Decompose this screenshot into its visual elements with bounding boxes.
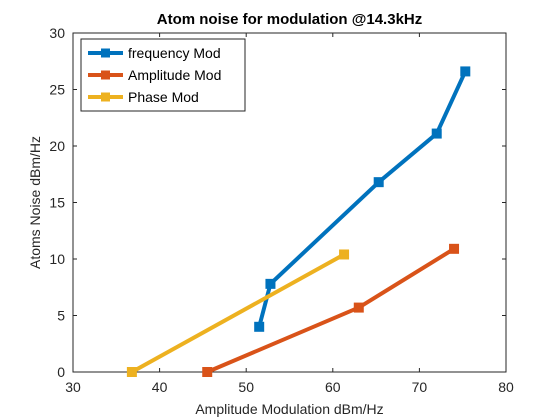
data-point bbox=[202, 367, 213, 377]
y-tick-label: 25 bbox=[49, 82, 65, 98]
x-axis-label: Amplitude Modulation dBm/Hz bbox=[195, 401, 383, 417]
data-point bbox=[460, 66, 471, 77]
data-point bbox=[126, 367, 137, 377]
y-axis-label: Atoms Noise dBm/Hz bbox=[27, 136, 43, 269]
y-tick-label: 15 bbox=[49, 195, 65, 211]
plot-area: 30 40 50 60 70 80 0 5 10 15 20 25 30 bbox=[49, 25, 514, 395]
data-point bbox=[254, 321, 265, 332]
y-tick-label: 20 bbox=[49, 138, 65, 154]
x-tick-label: 70 bbox=[412, 379, 428, 395]
chart-title: Atom noise for modulation @14.3kHz bbox=[157, 11, 423, 28]
x-tick-label: 40 bbox=[152, 379, 168, 395]
data-point bbox=[265, 278, 276, 289]
legend-entry: frequency Mod bbox=[128, 45, 221, 61]
y-tick-label: 0 bbox=[57, 364, 65, 380]
legend-swatch-marker bbox=[101, 92, 110, 102]
data-point bbox=[339, 249, 350, 260]
x-tick-label: 50 bbox=[238, 379, 254, 395]
data-point bbox=[353, 302, 364, 313]
y-tick-label: 5 bbox=[57, 308, 65, 324]
legend-swatch-marker bbox=[101, 48, 110, 58]
x-tick-label: 60 bbox=[325, 379, 341, 395]
y-tick-label: 10 bbox=[49, 251, 65, 267]
x-tick-label: 30 bbox=[65, 379, 81, 395]
series-line bbox=[130, 252, 346, 374]
legend-swatch-marker bbox=[101, 70, 110, 80]
data-point bbox=[373, 177, 384, 188]
y-tick-label: 30 bbox=[49, 25, 65, 41]
data-point bbox=[431, 128, 442, 139]
legend-entry: Phase Mod bbox=[128, 89, 199, 105]
legend: frequency Mod Amplitude Mod Phase Mod bbox=[80, 38, 246, 112]
x-tick-label: 80 bbox=[498, 379, 514, 395]
legend-entry: Amplitude Mod bbox=[128, 67, 221, 83]
data-point bbox=[449, 243, 460, 254]
